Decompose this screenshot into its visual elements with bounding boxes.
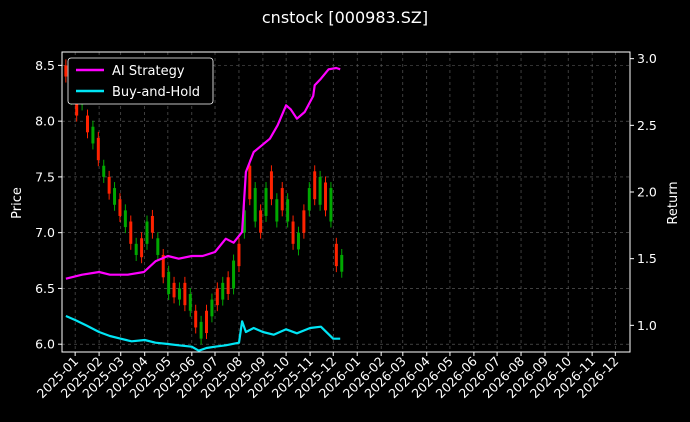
candle-body <box>199 321 203 339</box>
y-tick-label: 7.0 <box>35 225 55 240</box>
candle-body <box>242 210 246 233</box>
y2-tick-label: 3.0 <box>637 51 657 66</box>
candle-body <box>280 188 284 211</box>
series-layer <box>65 66 341 352</box>
candle-body <box>140 238 144 258</box>
candle-body <box>64 65 68 77</box>
legend-label-buy-and-hold: Buy-and-Hold <box>112 85 200 100</box>
candle-body <box>210 299 214 317</box>
candle-body <box>264 188 268 216</box>
candle-body <box>183 282 187 306</box>
candle-body <box>248 165 252 200</box>
candle-body <box>296 232 300 250</box>
y2-tick-label: 2.5 <box>637 118 657 133</box>
candle-body <box>129 221 133 244</box>
y-tick-label: 8.0 <box>35 114 55 129</box>
candle-body <box>313 171 317 200</box>
legend: AI Strategy Buy-and-Hold <box>67 57 214 105</box>
candle-body <box>96 137 100 161</box>
candle-body <box>194 310 198 328</box>
y2-tick-label: 1.0 <box>637 318 657 333</box>
y2-axis-label: Return <box>666 181 681 224</box>
chart-title: cnstock [000983.SZ] <box>262 8 428 27</box>
candle-body <box>334 243 338 267</box>
candle-body <box>221 282 225 300</box>
candle-body <box>123 210 127 228</box>
candle-body <box>259 210 263 233</box>
candle-body <box>167 271 171 295</box>
candle-body <box>113 188 117 205</box>
candle-body <box>275 199 279 222</box>
candle-body <box>188 294 192 311</box>
candle-body <box>226 277 230 295</box>
axis-layer: 2025-012025-022025-032025-042025-052025-… <box>34 51 657 401</box>
candle-body <box>134 243 138 255</box>
candle-body <box>215 288 219 306</box>
y2-tick-label: 1.5 <box>637 251 657 266</box>
candle-body <box>205 310 209 334</box>
legend-label-ai-strategy: AI Strategy <box>112 64 185 79</box>
candle-body <box>237 243 241 267</box>
candle-body <box>172 282 176 298</box>
plot-frame <box>61 51 631 353</box>
candle-body <box>177 288 181 300</box>
candle-body <box>150 215 154 233</box>
candle-body <box>269 171 273 200</box>
candle-body <box>253 188 257 222</box>
candle-body <box>329 188 333 222</box>
candle-body <box>340 254 344 272</box>
candle-body <box>145 221 149 244</box>
candle-body <box>102 165 106 177</box>
y-axis-label: Price <box>10 187 25 219</box>
y-tick-label: 8.5 <box>35 58 55 73</box>
candle-body <box>86 115 90 133</box>
y-tick-label: 7.5 <box>35 169 55 184</box>
candle-body <box>107 176 111 194</box>
buy-and-hold-line <box>65 314 341 352</box>
candle-body <box>307 188 311 211</box>
candle-body <box>324 182 328 211</box>
y-tick-label: 6.5 <box>35 281 55 296</box>
candle-body <box>161 254 165 278</box>
legend-box <box>67 57 214 105</box>
candle-body <box>286 199 290 222</box>
candle-body <box>318 176 322 205</box>
y2-tick-label: 2.0 <box>637 185 657 200</box>
candle-body <box>156 238 160 255</box>
candle-body <box>75 93 79 116</box>
candle-body <box>91 126 95 144</box>
candle-body <box>232 260 236 289</box>
y-tick-label: 6.0 <box>35 337 55 352</box>
candle-body <box>302 210 306 233</box>
ai-strategy-line <box>65 66 341 280</box>
candle-body <box>118 199 122 216</box>
candle-body <box>291 221 295 244</box>
